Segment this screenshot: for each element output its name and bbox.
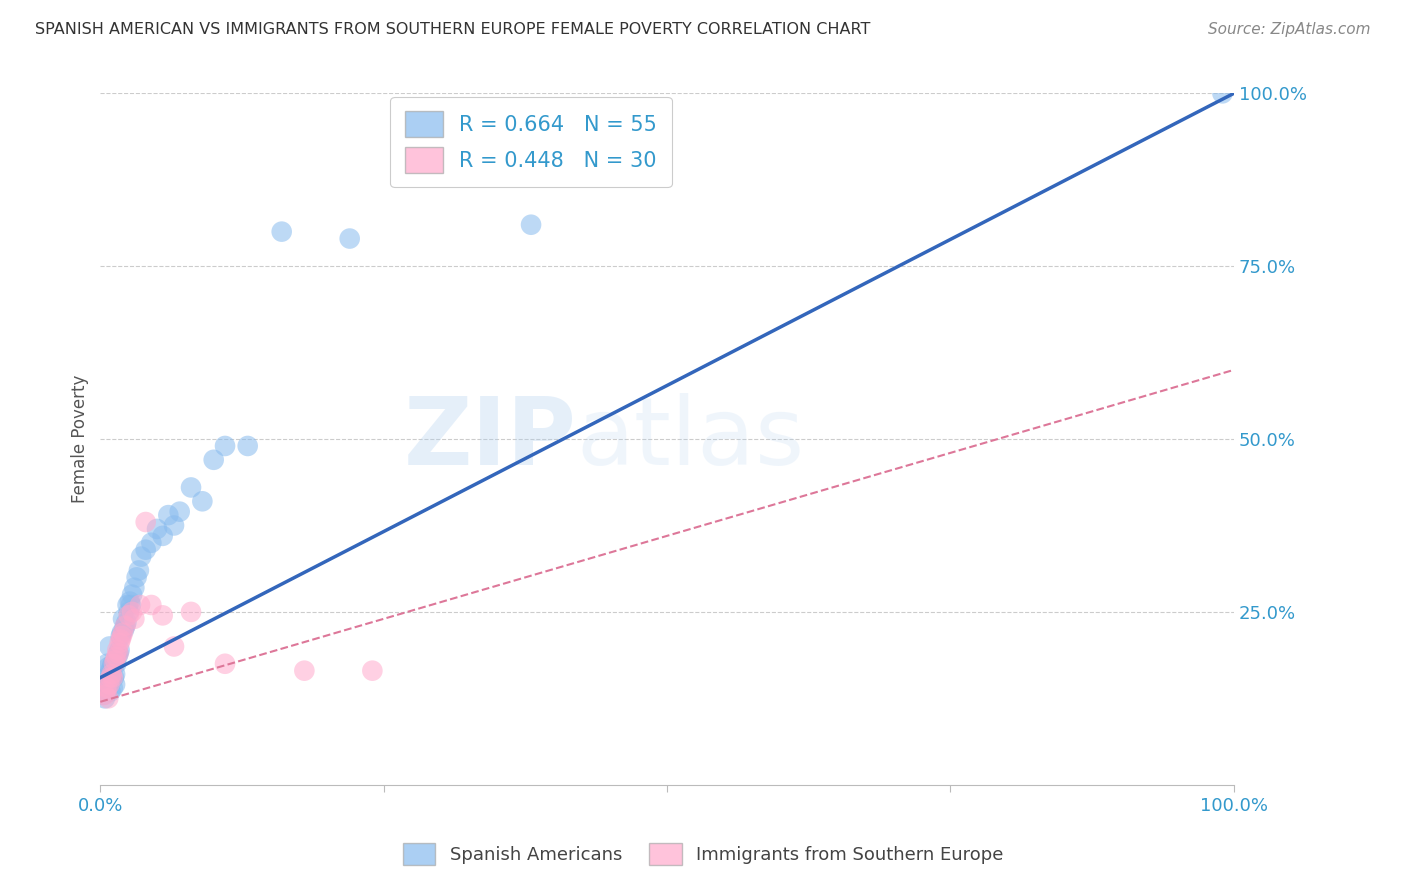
Point [100,664,122,678]
Point [103,657,125,671]
Point [105,657,128,671]
Point [124,612,146,626]
Legend: Spanish Americans, Immigrants from Southern Europe: Spanish Americans, Immigrants from South… [394,834,1012,874]
Point [129,549,152,564]
Point [104,677,127,691]
Point [129,598,152,612]
Point [97,691,120,706]
Point [111,612,134,626]
Point [121,588,143,602]
Point [96,657,118,671]
Point [108,636,131,650]
Point [124,581,146,595]
Text: SPANISH AMERICAN VS IMMIGRANTS FROM SOUTHERN EUROPE FEMALE POVERTY CORRELATION C: SPANISH AMERICAN VS IMMIGRANTS FROM SOUT… [35,22,870,37]
Point [111,629,134,643]
Point [135,542,157,557]
Text: atlas: atlas [576,393,804,485]
Point [104,653,127,667]
Point [94,691,117,706]
Point [270,225,292,239]
Point [105,649,128,664]
Point [94,677,117,691]
Point [100,667,122,681]
Point [100,671,122,685]
Point [110,632,132,647]
Point [97,660,120,674]
Point [118,594,141,608]
Point [107,646,129,660]
Point [114,618,136,632]
Text: ZIP: ZIP [404,393,576,485]
Point [94,688,117,702]
Point [96,684,118,698]
Point [339,231,361,245]
Point [100,660,122,674]
Point [115,615,138,630]
Point [98,671,121,685]
Point [157,508,180,522]
Point [94,671,117,685]
Point [141,598,163,612]
Point [101,681,124,695]
Point [110,629,132,643]
Point [101,671,124,685]
Point [120,598,142,612]
Point [107,646,129,660]
Point [103,657,125,671]
Point [111,625,134,640]
Point [125,570,148,584]
Point [141,535,163,549]
Point [104,667,127,681]
Point [520,218,543,232]
Point [202,452,225,467]
Point [169,505,191,519]
Point [214,439,236,453]
Point [191,494,214,508]
Point [98,677,121,691]
Point [105,649,128,664]
Point [101,657,124,671]
Point [163,640,186,654]
Point [108,643,131,657]
Legend: R = 0.664   N = 55, R = 0.448   N = 30: R = 0.664 N = 55, R = 0.448 N = 30 [391,97,672,187]
Point [135,515,157,529]
Point [103,671,125,685]
Point [128,563,150,577]
Text: Source: ZipAtlas.com: Source: ZipAtlas.com [1208,22,1371,37]
Point [180,605,202,619]
Point [111,625,134,640]
Point [152,529,174,543]
Point [121,605,143,619]
Point [117,598,139,612]
Point [180,480,202,494]
Y-axis label: Female Poverty: Female Poverty [72,375,89,503]
Point [163,518,186,533]
Point [118,605,141,619]
Point [152,608,174,623]
Point [361,664,384,678]
Point [93,688,115,702]
Point [105,643,128,657]
Point [146,522,169,536]
Point [214,657,236,671]
Point [94,684,117,698]
Point [1211,87,1233,101]
Point [100,671,122,685]
Point [292,664,315,678]
Point [114,618,136,632]
Point [97,677,120,691]
Point [100,684,122,698]
Point [112,622,135,636]
Point [236,439,259,453]
Point [98,640,121,654]
Point [96,681,118,695]
Point [118,608,141,623]
